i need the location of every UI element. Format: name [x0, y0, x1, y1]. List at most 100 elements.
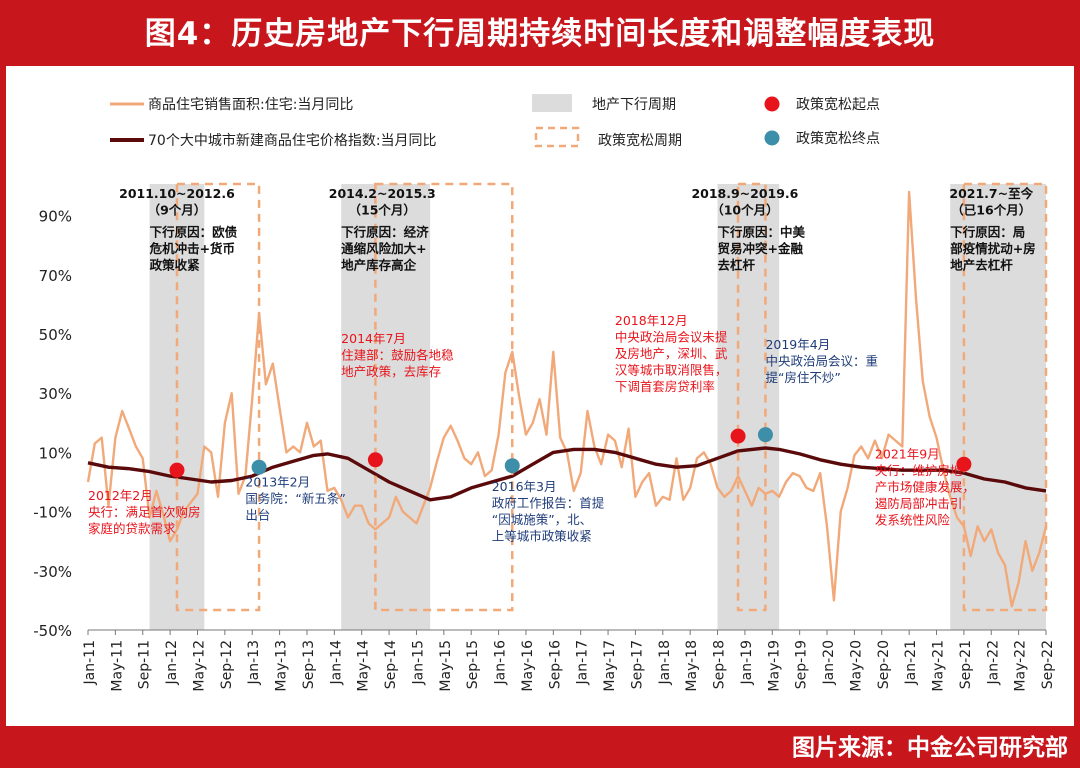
x-tick-label: Jan-17: [575, 640, 591, 685]
legend-downturn-swatch: [532, 94, 572, 112]
annotation-line: 政策收紧: [150, 257, 201, 272]
y-tick-label: 70%: [39, 267, 72, 285]
annotation-line: 央行：维护房地: [875, 463, 963, 478]
x-tick-label: Jan-11: [82, 640, 98, 685]
x-tick-label: May-13: [274, 640, 290, 692]
annotation-7: 下行原因：局部疫情扰动+房地产去杠杆: [950, 224, 1035, 272]
legend-price-label: 70个大中城市新建商品住宅价格指数:当月同比: [148, 132, 437, 149]
x-tick-label: May-21: [931, 640, 947, 692]
annotation-line: 提“房住不炒”: [765, 370, 840, 385]
x-tick-label: May-22: [1013, 640, 1029, 692]
x-tick-label: Sep-14: [383, 640, 399, 689]
annotation-line: 家庭的贷款需求: [88, 521, 176, 536]
annotation-line: 中央政治局会议：重: [765, 353, 878, 368]
annotation-line: 地产库存高企: [341, 257, 417, 272]
x-tick-label: Jan-19: [739, 640, 755, 685]
annotation-line: 下行原因：局: [950, 224, 1025, 239]
legend-downturn-label: 地产下行周期: [592, 97, 676, 113]
x-tick-label: Sep-18: [712, 640, 728, 689]
x-tick-label: Sep-15: [465, 640, 481, 689]
x-tick-label: May-19: [766, 640, 782, 692]
annotation-line: 下行原因：中美: [718, 224, 806, 239]
x-tick-label: Sep-22: [1040, 640, 1056, 689]
annotation-8: 2014年7月住建部：鼓励各地稳地产政策，去库存: [341, 331, 454, 379]
annotation-line: 住建部：鼓励各地稳: [341, 347, 454, 362]
annotation-line: 2014.2~2015.3: [329, 186, 436, 201]
x-tick-label: May-11: [109, 640, 125, 692]
x-tick-label: Sep-21: [958, 640, 974, 689]
legend-end-label: 政策宽松终点: [796, 130, 880, 147]
annotation-12: 2013年2月国务院：“新五条”出台: [245, 474, 345, 522]
annotation-5: 下行原因：中美贸易冲突+金融去杠杆: [718, 224, 806, 272]
x-tick-label: May-17: [602, 640, 618, 692]
annotation-line: 央行：满足首次购房: [88, 504, 201, 519]
annotation-4: 2018.9~2019.6 （10个月）: [691, 186, 798, 218]
annotation-line: 汉等城市取消限售，: [615, 363, 728, 378]
annotation-line: 2012年2月: [88, 488, 153, 503]
x-tick-label: May-12: [191, 640, 207, 692]
x-tick-label: Jan-14: [328, 640, 344, 686]
easing-end-point-2: [757, 427, 773, 443]
downturn-period-1: [341, 184, 431, 630]
y-tick-label: -10%: [33, 504, 72, 522]
annotation-line: 去杠杆: [718, 257, 756, 272]
series-price-line: [87, 446, 1047, 502]
annotation-line: 下调首套房贷利率: [615, 379, 715, 394]
x-tick-label: Sep-13: [301, 640, 317, 689]
downturn-period-2: [717, 184, 780, 630]
annotation-line: 2013年2月: [245, 474, 310, 489]
x-tick-label: Jan-18: [657, 640, 673, 685]
annotation-line: 中央政治局会议未提: [615, 330, 728, 345]
x-tick-label: May-14: [356, 640, 372, 692]
x-tick-label: May-20: [848, 640, 864, 692]
x-tick-label: May-16: [520, 640, 536, 692]
annotation-line: （9个月）: [148, 202, 207, 217]
annotation-line: 地产去杠杆: [950, 257, 1013, 272]
easing-start-point-0: [169, 462, 185, 478]
annotation-line: （已16个月）: [951, 202, 1031, 217]
legend-easing-swatch: [534, 126, 580, 148]
x-tick-label: Jan-15: [410, 640, 426, 685]
y-tick-label: 30%: [39, 385, 72, 403]
x-tick-label: Jan-21: [903, 640, 919, 685]
x-tick-label: Jan-16: [493, 640, 509, 686]
page-title: 图4：历史房地产下行周期持续时间长度和调整幅度表现: [144, 16, 936, 52]
annotation-line: 危机冲击+货币: [149, 241, 235, 256]
annotation-14: 2021年9月央行：维护房地产市场健康发展， 遏防局部冲击引发系统性风险: [875, 446, 975, 527]
annotation-line: 2016年3月: [492, 479, 557, 494]
annotation-6: 2021.7~至今（已16个月）: [949, 186, 1033, 218]
easing-period-2: [736, 182, 767, 612]
x-tick-label: May-15: [438, 640, 454, 692]
y-tick-label: -30%: [33, 563, 72, 581]
annotation-line: 2018年12月: [615, 313, 688, 328]
easing-start-point-3: [956, 456, 972, 472]
y-tick-label: 10%: [39, 444, 72, 462]
annotation-line: 及房地产，深圳、武: [615, 346, 728, 361]
x-tick-label: Jan-22: [985, 640, 1001, 685]
x-tick-label: Jan-20: [821, 640, 837, 685]
easing-period-1: [374, 182, 514, 612]
annotation-line: 上等城市政策收紧: [492, 528, 592, 543]
annotation-3: 下行原因：经济通缩风险加大+地产库存高企: [341, 224, 429, 272]
x-tick-label: Sep-11: [137, 640, 153, 689]
annotation-line: 2021.7~至今: [949, 186, 1033, 201]
easing-start-point-1: [367, 452, 383, 468]
annotation-line: 贸易冲突+金融: [718, 241, 804, 256]
annotation-line: 政府工作报告：首提: [492, 495, 605, 510]
annotation-10: 2019年4月中央政治局会议：重提“房住不炒”: [765, 337, 878, 385]
x-tick-label: Sep-12: [219, 640, 235, 689]
source-note: 图片来源：中金公司研究部: [792, 735, 1068, 761]
annotation-line: 国务院：“新五条”: [245, 491, 345, 506]
easing-end-point-1: [504, 458, 520, 474]
x-tick-label: Jan-12: [164, 640, 180, 685]
annotation-line: 地产政策，去库存: [341, 364, 441, 379]
legend-end-swatch: [764, 130, 780, 146]
legend-start-label: 政策宽松起点: [796, 96, 880, 113]
annotation-2: 2014.2~2015.3 （15个月）: [329, 186, 436, 218]
x-tick-label: Sep-20: [876, 640, 892, 689]
x-tick-label: Jan-13: [246, 640, 262, 685]
annotation-line: 通缩风险加大+: [341, 241, 426, 256]
legend-easing-label: 政策宽松周期: [598, 132, 682, 149]
annotation-line: 部疫情扰动+房: [950, 241, 1035, 256]
annotation-0: 2011.10~2012.6 （9个月）: [119, 186, 235, 218]
